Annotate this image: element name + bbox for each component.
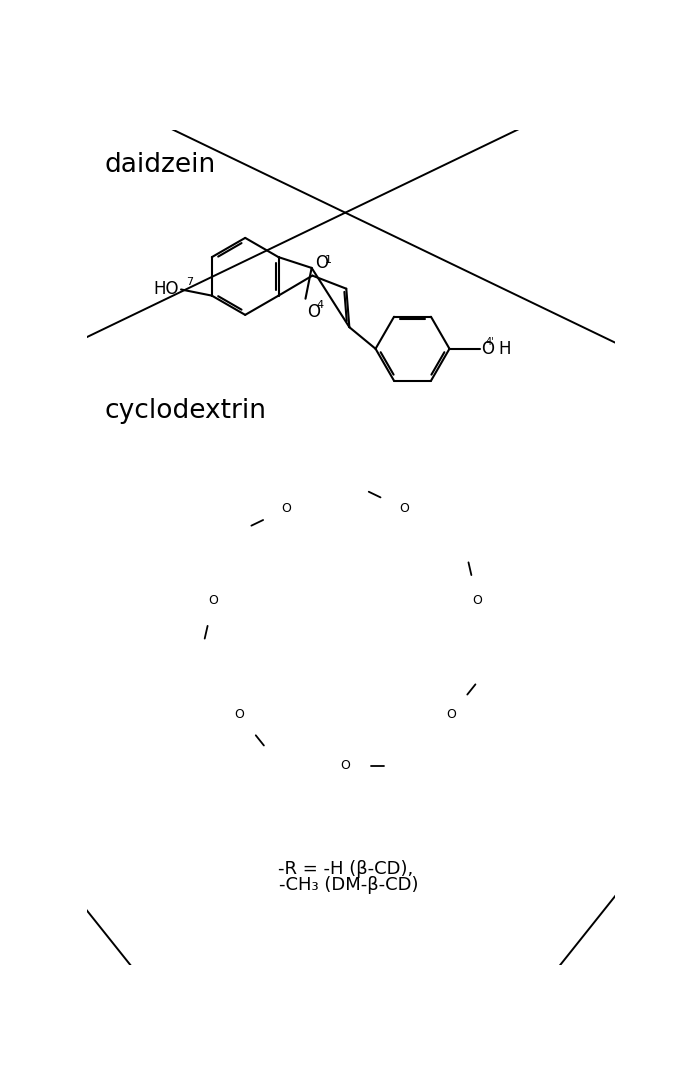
Text: O: O bbox=[481, 339, 494, 358]
Text: -R = -H (β-CD),: -R = -H (β-CD), bbox=[277, 861, 413, 878]
Text: O: O bbox=[234, 709, 245, 722]
Text: cyclodextrin: cyclodextrin bbox=[104, 398, 266, 424]
Text: 4: 4 bbox=[316, 300, 323, 310]
Text: HO: HO bbox=[153, 281, 179, 298]
Text: O: O bbox=[472, 594, 482, 607]
Text: H: H bbox=[498, 339, 510, 358]
Text: 4': 4' bbox=[486, 337, 495, 347]
Text: daidzein: daidzein bbox=[104, 152, 216, 178]
Text: O: O bbox=[340, 760, 350, 773]
Text: O: O bbox=[314, 254, 327, 272]
Text: O: O bbox=[307, 302, 320, 321]
Text: O: O bbox=[282, 502, 292, 515]
Text: 7: 7 bbox=[186, 276, 193, 287]
Text: O: O bbox=[208, 594, 219, 607]
Text: -CH₃ (DM-β-CD): -CH₃ (DM-β-CD) bbox=[279, 876, 419, 893]
Text: 1: 1 bbox=[325, 255, 332, 264]
Text: O: O bbox=[446, 709, 456, 722]
Text: O: O bbox=[399, 502, 409, 515]
